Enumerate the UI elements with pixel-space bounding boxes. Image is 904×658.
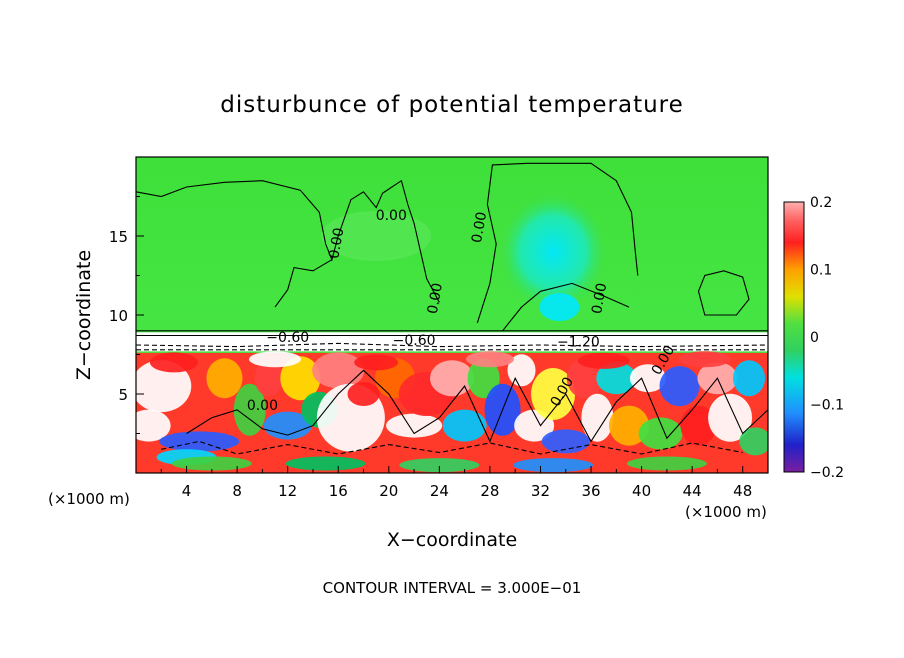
contour-label-6: −0.60 [266, 330, 309, 346]
field-eddy-16 [430, 360, 474, 397]
contour-label-4: 0.00 [247, 398, 278, 414]
field-eddy-6 [254, 360, 283, 397]
x-tick-label-6: 28 [480, 482, 499, 500]
x-tick-label-1: 8 [232, 482, 242, 500]
colorbar-tick-label-4: −0.2 [810, 465, 844, 481]
contour-upper-left-b [274, 259, 333, 308]
field-eddy-26 [596, 362, 637, 395]
contour-label-3: 0.00 [425, 282, 446, 315]
field-eddy-18 [467, 358, 500, 399]
field-eddy-36 [149, 352, 198, 373]
contour-label-7: −0.60 [393, 333, 436, 349]
contour-label-8: −1.20 [557, 335, 600, 351]
y-axis: 5 10 15 [109, 196, 144, 434]
field-warm-patch [321, 211, 432, 261]
field-cool-anomaly [498, 191, 609, 312]
contour-lower-a [186, 369, 768, 443]
colorbar-tick-label-2: 0 [810, 330, 819, 346]
field-eddy-22 [531, 368, 576, 420]
y-tick-label-1: 10 [109, 307, 128, 325]
field-eddy-45 [513, 458, 594, 473]
x-unit-left: (×1000 m) [48, 490, 130, 508]
contour-upper-left [136, 179, 440, 303]
contour-label-0: 0.00 [469, 211, 490, 244]
field-eddy-39 [465, 351, 514, 368]
field-eddy-25 [581, 393, 614, 442]
y-tick-label-0: 5 [118, 386, 128, 404]
x-tick-label-3: 16 [329, 482, 348, 500]
field-eddy-28 [629, 364, 666, 393]
field-eddy-2 [159, 431, 240, 452]
x-tick-label-0: 4 [182, 482, 192, 500]
field-eddy-0 [136, 360, 192, 413]
contour-interval-text: CONTOUR INTERVAL = 3.000E−01 [323, 579, 582, 597]
x-axis: 4 8 12 16 20 24 28 32 36 40 44 48 [160, 466, 752, 500]
colorbar [783, 201, 805, 473]
field-eddy-17 [442, 409, 487, 442]
field-eddy-29 [638, 417, 683, 450]
field-eddy-37 [249, 351, 302, 368]
field-eddy-35 [739, 427, 768, 456]
x-tick-label-7: 32 [531, 482, 550, 500]
field-eddy-41 [678, 351, 731, 368]
field-eddy-8 [280, 356, 321, 401]
x-axis-label: X−coordinate [387, 529, 517, 551]
y-tick-label-2: 15 [109, 228, 128, 246]
contour-lower-b [161, 440, 743, 455]
contour-cool-inner [502, 282, 630, 332]
field-eddy-5 [233, 383, 266, 436]
colorbar-ticks: 0.2 0.1 0 −0.1 −0.2 [810, 195, 844, 481]
field-eddy-4 [206, 358, 243, 399]
field-eddy-14 [386, 413, 443, 438]
y-axis-label: Z−coordinate [73, 250, 95, 380]
field-eddy-42 [171, 456, 252, 471]
contour-upper-right [697, 270, 750, 316]
field-eddy-44 [399, 458, 480, 473]
field-eddy-1 [136, 409, 171, 442]
x-tick-label-2: 12 [278, 482, 297, 500]
colorbar-tick-label-0: 0.2 [810, 195, 832, 211]
colorbar-tick-label-1: 0.1 [810, 263, 832, 279]
colorbar-tick-label-3: −0.1 [810, 398, 844, 414]
field-eddy-10 [312, 352, 365, 389]
field-eddy-43 [285, 456, 366, 471]
field-eddy-30 [659, 366, 700, 407]
x-unit-right: (×1000 m) [685, 503, 767, 521]
field-cool-core [539, 293, 580, 322]
contour-label-1: 0.00 [326, 226, 347, 259]
x-tick-label-5: 24 [430, 482, 449, 500]
x-tick-label-8: 36 [581, 482, 600, 500]
heatmap-field [136, 157, 768, 473]
x-tick-label-10: 44 [683, 482, 702, 500]
contour-label-5: 0.00 [589, 282, 610, 315]
field-eddy-38 [354, 354, 399, 371]
field-eddy-12 [347, 382, 380, 406]
contour-label-2: 0.00 [376, 208, 407, 224]
x-tick-label-4: 20 [379, 482, 398, 500]
contour-cool-region [476, 162, 639, 324]
chart-title: disturbunce of potential temperature [220, 92, 684, 118]
contour-band-dashed [136, 342, 768, 348]
x-tick-label-11: 48 [733, 482, 752, 500]
x-tick-label-9: 40 [632, 482, 651, 500]
field-eddy-46 [626, 456, 707, 471]
field-eddy-34 [733, 360, 766, 397]
field-eddy-31 [680, 405, 717, 446]
field-eddy-40 [577, 352, 630, 369]
field-eddy-20 [507, 354, 536, 387]
